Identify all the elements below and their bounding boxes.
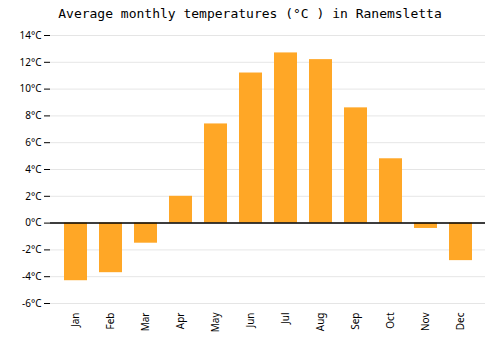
- svg-text:Mar: Mar: [138, 313, 152, 332]
- html-text:Average monthly temperatures (: Average monthly temperatures (°C ) in Ra…: [58, 6, 442, 21]
- svg-text:6°C: 6°C: [25, 135, 42, 149]
- svg-text:12°C: 12°C: [19, 55, 42, 69]
- svg-text:Dec: Dec: [453, 312, 467, 330]
- svg-text:Nov: Nov: [418, 312, 432, 331]
- svg-text:10°C: 10°C: [19, 81, 42, 95]
- svg-text:Aug: Aug: [313, 313, 327, 332]
- svg-text:14°C: 14°C: [19, 28, 42, 42]
- svg-text:-6°C: -6°C: [22, 296, 42, 310]
- svg-text:-4°C: -4°C: [22, 269, 42, 283]
- svg-text:2°C: 2°C: [25, 189, 42, 203]
- svg-text:Jul: Jul: [278, 313, 292, 326]
- svg-text:Jan: Jan: [68, 313, 82, 329]
- svg-text:0°C: 0°C: [25, 215, 42, 229]
- svg-text:Oct: Oct: [383, 312, 397, 329]
- svg-text:May: May: [208, 312, 222, 333]
- svg-text:Jun: Jun: [243, 313, 257, 329]
- svg-text:Feb: Feb: [103, 313, 117, 330]
- svg-text:4°C: 4°C: [25, 162, 42, 176]
- svg-text:8°C: 8°C: [25, 108, 42, 122]
- svg-text:-2°C: -2°C: [22, 242, 42, 256]
- svg-text:Sep: Sep: [348, 313, 362, 330]
- svg-text:Apr: Apr: [173, 313, 187, 330]
